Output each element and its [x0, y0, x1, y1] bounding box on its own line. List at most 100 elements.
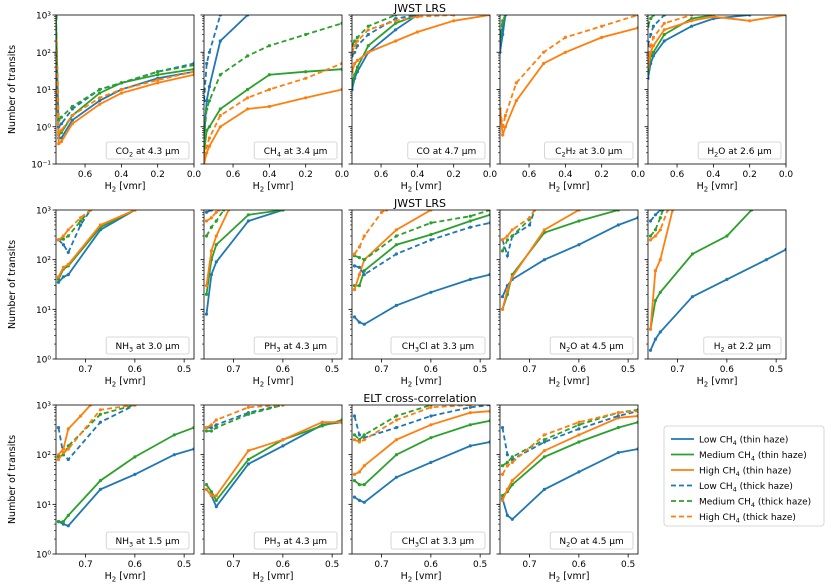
x-tick-label: 0.6	[720, 365, 735, 375]
data-point	[505, 487, 509, 491]
series-line-high-thin	[352, 15, 490, 72]
x-axis-label: H2 [vmr]	[401, 181, 442, 194]
series-group	[204, 210, 285, 316]
data-point	[70, 113, 74, 118]
data-point	[429, 423, 433, 427]
data-point	[207, 136, 211, 140]
data-point	[600, 35, 604, 40]
data-point	[320, 424, 324, 428]
data-point	[61, 237, 65, 241]
axes-frame	[647, 209, 787, 360]
annotation-text: CO2 at 4.3 μm	[116, 147, 180, 159]
panel-row3-col1: 10⁰ 10¹ 10² 10³ 0.7 0.6 0.5 H2 [vmr] Number of t…	[7, 402, 195, 584]
y-axis-label: Number of transits	[7, 435, 18, 524]
data-point	[394, 243, 398, 247]
data-point	[352, 495, 357, 499]
data-point	[651, 50, 656, 54]
data-point	[528, 223, 532, 227]
data-point	[204, 284, 209, 288]
series-line-high-thick	[57, 405, 136, 461]
x-axis-label: H2 [vmr]	[697, 181, 738, 194]
data-point	[207, 50, 211, 54]
data-point	[357, 498, 361, 502]
data-point	[204, 292, 209, 296]
data-point	[501, 28, 505, 32]
data-point	[214, 243, 218, 247]
axes-frame	[351, 209, 491, 360]
data-point	[267, 87, 271, 92]
data-point	[366, 32, 370, 37]
series-line-high-thin	[57, 210, 136, 278]
data-point	[214, 423, 218, 427]
data-point	[616, 451, 620, 455]
x-axis-label: H2 [vmr]	[253, 181, 294, 194]
series-line-medium-thick	[648, 15, 655, 27]
data-point	[70, 104, 74, 109]
data-point	[61, 243, 65, 247]
x-tick-label: 0.6	[78, 170, 93, 180]
data-point	[98, 99, 102, 103]
data-point	[653, 213, 658, 217]
panel-row3-col2: 0.7 0.6 0.5 H2 [vmr] PH3 at 4.3 μm	[200, 404, 343, 584]
x-tick-label: 0.5	[177, 365, 191, 375]
data-point	[500, 295, 505, 299]
data-point	[204, 219, 209, 223]
series-line-high-thick	[501, 210, 536, 241]
data-point	[79, 414, 83, 418]
x-axis-label: H2 [vmr]	[253, 571, 294, 584]
data-point	[61, 275, 65, 279]
data-point	[505, 288, 509, 292]
data-point	[362, 258, 366, 262]
data-point	[133, 472, 137, 476]
data-point	[429, 290, 433, 294]
data-point	[204, 487, 209, 491]
data-point	[662, 21, 666, 25]
y-tick-label: 10¹	[36, 86, 51, 96]
data-point	[362, 273, 366, 277]
x-tick-label: 0.2	[151, 170, 165, 180]
series-line-medium-thick	[649, 210, 664, 237]
data-point	[56, 457, 61, 462]
series-line-low-thin	[353, 273, 490, 326]
panel-row1-col1: 10⁻¹ 10⁰ 10¹ 10² 10³ 0.6 0.4 0.2 0.0 H2 [vmr] Numb…	[7, 12, 201, 194]
data-point	[468, 219, 472, 223]
data-point	[501, 19, 505, 23]
data-point	[500, 426, 505, 430]
data-point	[246, 462, 250, 466]
x-tick-label: 0.5	[325, 365, 339, 375]
series-line-medium-thin	[649, 210, 753, 330]
data-point	[362, 433, 366, 437]
legend-label: High CH4 (thin haze)	[699, 467, 791, 479]
data-point	[56, 280, 61, 284]
data-point	[505, 513, 509, 518]
data-point	[209, 426, 213, 430]
data-point	[503, 125, 507, 129]
data-point	[651, 35, 656, 40]
annotation-text: CH3Cl at 3.3 μm	[402, 342, 474, 354]
data-point	[204, 426, 209, 430]
data-point	[357, 483, 361, 487]
y-tick-label: 10⁰	[36, 551, 51, 561]
data-point	[366, 50, 370, 54]
x-tick-label: 0.6	[424, 560, 439, 570]
data-point	[505, 453, 509, 457]
x-tick-label: 0.6	[572, 560, 587, 570]
series-line-medium-thick	[353, 405, 432, 441]
x-axis-label: H2 [vmr]	[401, 571, 442, 584]
data-point	[394, 252, 398, 256]
x-tick-label: 0.6	[374, 170, 389, 180]
y-tick-label: 10¹	[36, 501, 51, 511]
panel-row2-col2: 0.7 0.6 0.5 H2 [vmr] PH3 at 4.3 μm	[200, 209, 343, 389]
axes-frame	[203, 404, 343, 555]
series-line-medium-thin	[205, 210, 284, 295]
series-line-low-thin	[205, 421, 342, 509]
data-point	[501, 133, 505, 137]
data-point	[616, 414, 620, 418]
series-line-low-thin	[58, 448, 194, 527]
series-line-low-thin	[352, 15, 418, 90]
y-tick-label: 10³	[36, 12, 51, 22]
annotation-box	[549, 336, 634, 355]
annotation-box	[390, 336, 486, 355]
x-axis-label: H2 [vmr]	[105, 376, 146, 389]
x-tick-label: 0.7	[522, 560, 536, 570]
